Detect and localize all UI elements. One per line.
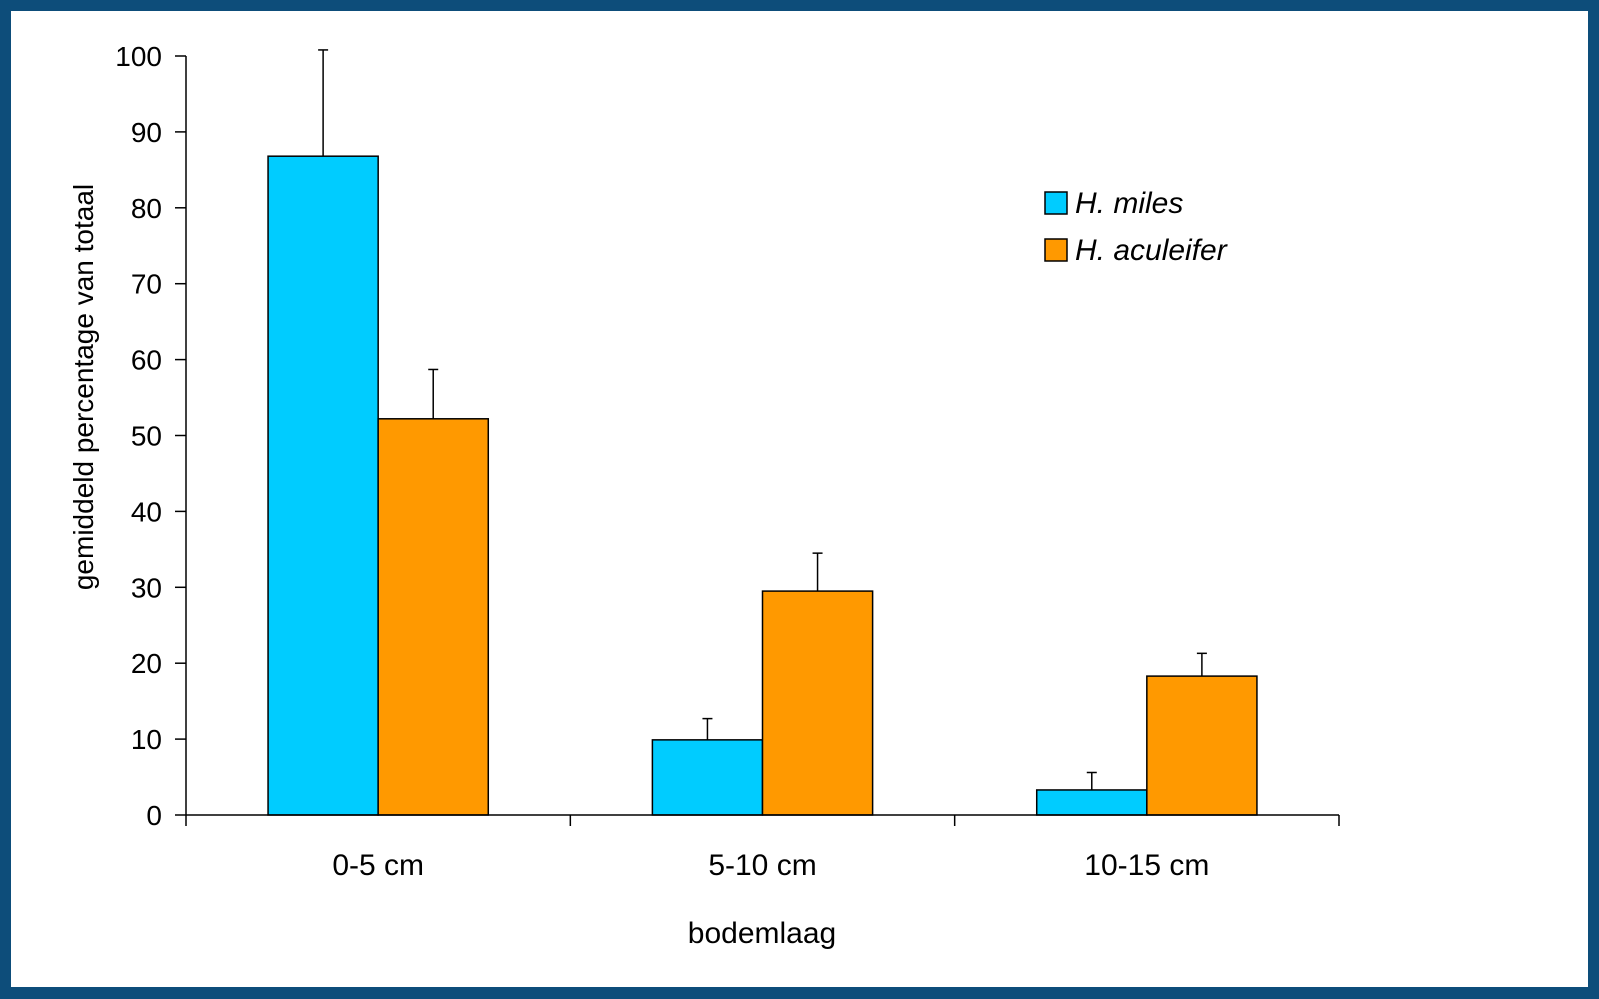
bars (267, 155, 1258, 816)
bar (651, 739, 764, 816)
bar (1146, 675, 1258, 816)
y-tick-label: 60 (131, 345, 162, 376)
y-tick-label: 10 (131, 724, 162, 755)
legend-label: H. aculeifer (1075, 234, 1228, 267)
legend-label: H. miles (1075, 187, 1183, 220)
error-bars (318, 49, 1207, 790)
y-tick-label: 80 (131, 193, 162, 224)
y-axis-ticks: 0 10 20 30 40 50 60 70 80 90 100 (115, 41, 186, 831)
y-tick-label: 30 (131, 572, 162, 603)
legend: H. miles H. aculeifer (1044, 187, 1228, 267)
x-axis-label: bodemlaag (688, 917, 836, 950)
y-axis-label: gemiddeld percentage van totaal (68, 184, 99, 590)
bar (377, 418, 490, 816)
x-axis-ticks: 0-5 cm 5-10 cm 10-15 cm (185, 815, 1340, 882)
y-tick-label: 90 (131, 117, 162, 148)
x-tick-label: 0-5 cm (332, 849, 424, 882)
y-tick-label: 100 (115, 41, 162, 72)
bar (761, 590, 874, 816)
legend-swatch (1044, 191, 1068, 215)
bar-chart: 0 10 20 30 40 50 60 70 80 90 100 0-5 cm 5-10 cm 10-1… (68, 41, 1340, 950)
bar (267, 155, 379, 816)
y-tick-label: 20 (131, 648, 162, 679)
legend-swatch (1044, 238, 1068, 262)
chart-panel: 0 10 20 30 40 50 60 70 80 90 100 0-5 cm 5-10 cm 10-1… (11, 11, 1588, 987)
y-tick-label: 70 (131, 269, 162, 300)
x-tick-label: 10-15 cm (1084, 849, 1209, 882)
y-tick-label: 0 (146, 800, 162, 831)
y-tick-label: 40 (131, 496, 162, 527)
bar (1035, 789, 1148, 816)
y-tick-label: 50 (131, 421, 162, 452)
x-tick-label: 5-10 cm (708, 849, 816, 882)
